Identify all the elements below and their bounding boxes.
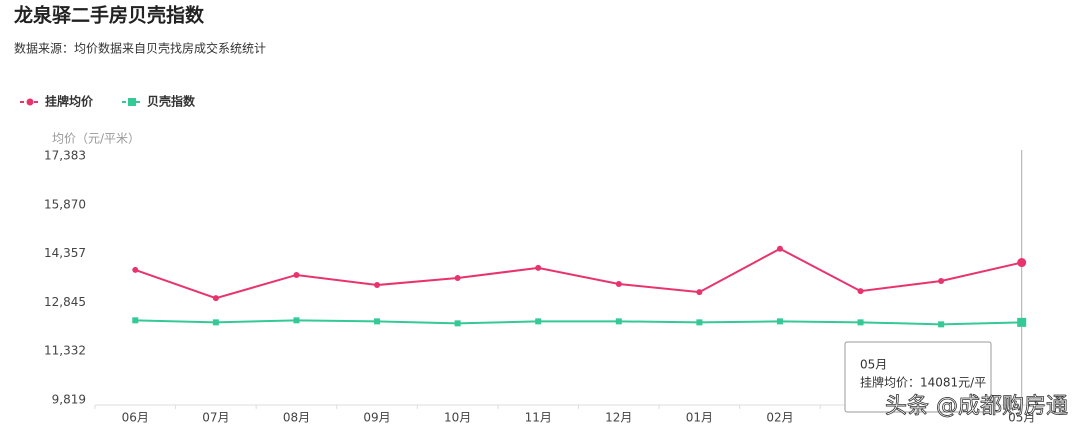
point xyxy=(1017,258,1027,268)
point xyxy=(454,275,461,281)
point xyxy=(857,319,864,326)
point xyxy=(776,245,783,252)
point xyxy=(212,295,219,302)
y-tick-label: 15,870 xyxy=(44,197,86,211)
point xyxy=(454,320,461,327)
point xyxy=(212,319,219,326)
point xyxy=(615,318,622,325)
point xyxy=(293,317,300,324)
y-tick-label: 9,819 xyxy=(52,393,86,407)
x-tick-label: 11月 xyxy=(525,411,552,425)
series-line xyxy=(135,319,1022,326)
tooltip-title: 05月 xyxy=(860,358,887,372)
x-tick-label: 06月 xyxy=(122,411,149,425)
legend-marker xyxy=(26,98,34,106)
tooltip-box xyxy=(844,341,992,413)
point xyxy=(696,319,703,326)
point xyxy=(293,271,300,278)
x-tick-label: 02月 xyxy=(766,411,793,425)
point xyxy=(938,321,945,328)
x-tick-label: 07月 xyxy=(202,411,229,425)
point xyxy=(132,317,139,324)
point xyxy=(1017,317,1027,327)
y-tick-label: 17,383 xyxy=(44,149,86,163)
chart-title: 龙泉驿二手房贝壳指数 xyxy=(14,4,205,27)
legend-label: 挂牌均价 xyxy=(45,94,94,109)
x-tick-label: 08月 xyxy=(283,411,310,425)
legend: 挂牌均价 贝壳指数 xyxy=(20,94,196,109)
point xyxy=(776,318,783,325)
legend-marker xyxy=(128,98,136,106)
point xyxy=(374,318,381,325)
x-tick-label: 01月 xyxy=(686,411,713,425)
y-tick-label: 14,357 xyxy=(44,246,86,260)
series-line xyxy=(134,247,1022,300)
point xyxy=(857,288,864,295)
point xyxy=(696,289,703,296)
point xyxy=(535,264,542,271)
y-axis-label: 均价（元/平米） xyxy=(52,132,140,146)
point xyxy=(132,266,139,273)
x-tick-label: 10月 xyxy=(444,411,471,425)
y-tick-label: 11,332 xyxy=(44,344,86,358)
x-tick-label: 09月 xyxy=(363,411,390,425)
chart-subtitle: 数据来源：均价数据来自贝壳找房成交系统统计 xyxy=(14,41,266,56)
point xyxy=(374,282,381,289)
point xyxy=(535,318,542,325)
point xyxy=(938,278,945,284)
tooltip-text: 挂牌均价：14081元/平 xyxy=(860,376,986,390)
x-tick-label: 05月 xyxy=(1008,411,1035,425)
y-tick-label: 12,845 xyxy=(44,295,86,309)
point xyxy=(615,281,622,288)
x-tick-label: 12月 xyxy=(605,411,632,425)
watermark: 头条 @成都购房通 xyxy=(885,394,1068,419)
legend-label: 贝壳指数 xyxy=(147,94,196,109)
